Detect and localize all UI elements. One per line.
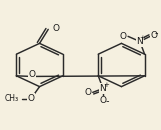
Text: -: - [106, 96, 109, 106]
Text: O: O [85, 88, 92, 97]
Text: +: + [103, 82, 109, 88]
Text: CH₃: CH₃ [5, 94, 19, 103]
Text: O: O [52, 24, 59, 33]
Text: -: - [154, 28, 158, 38]
Text: N: N [137, 37, 143, 46]
Text: O: O [151, 31, 158, 40]
Text: O: O [29, 70, 36, 79]
Text: O: O [27, 94, 34, 103]
Text: O: O [119, 32, 127, 41]
Text: +: + [140, 35, 146, 41]
Text: N: N [100, 84, 106, 93]
Text: O: O [99, 96, 106, 105]
